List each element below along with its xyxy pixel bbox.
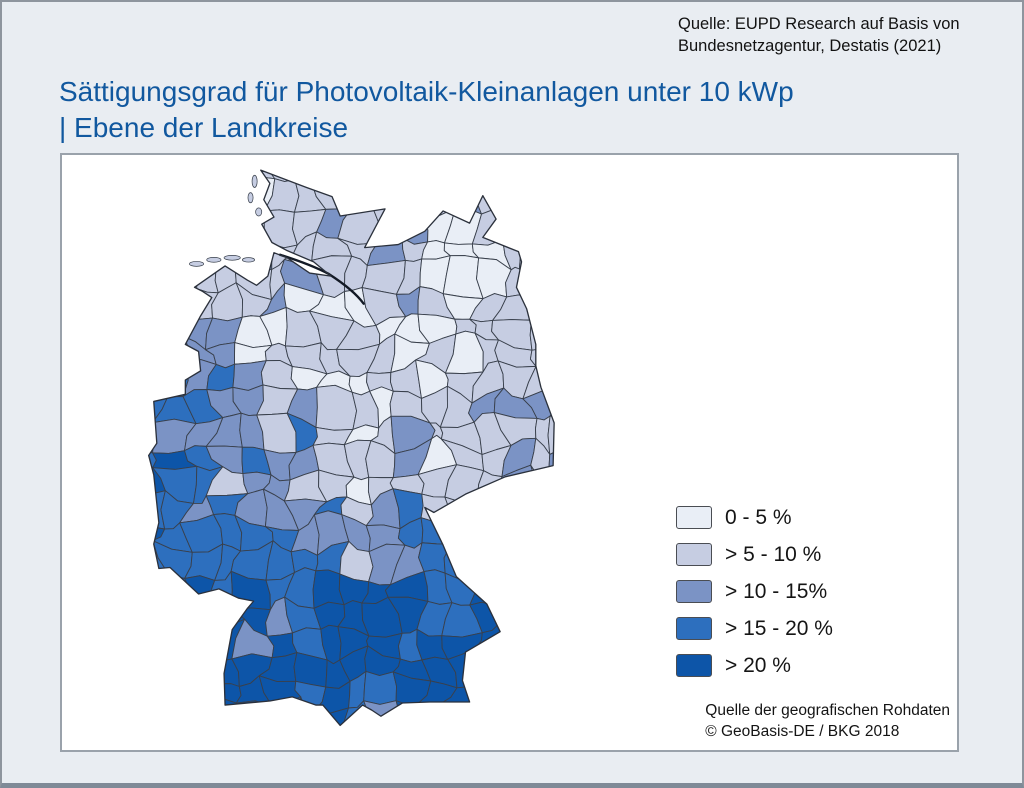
legend-item: > 10 - 15% [676,580,833,603]
data-source-line1: Quelle: EUPD Research auf Basis von [678,15,960,33]
map-panel: 0 - 5 % > 5 - 10 % > 10 - 15% > 15 - 20 … [60,153,959,752]
district-cells [148,170,555,726]
legend-swatch [676,543,712,566]
legend-swatch [676,654,712,677]
legend-item: > 5 - 10 % [676,543,833,566]
legend-label: > 15 - 20 % [725,616,833,640]
legend-swatch [676,617,712,640]
legend-label: > 5 - 10 % [725,542,822,566]
geo-data-source-note: Quelle der geografischen Rohdaten © GeoB… [705,701,950,742]
coastal-islands [189,174,263,267]
germany-choropleth-map [147,169,555,727]
data-source-line2: Bundesnetzagentur, Destatis (2021) [678,36,942,55]
legend-swatch [676,580,712,603]
germany-outline [147,169,555,727]
legend-swatch [676,506,712,529]
legend-item: 0 - 5 % [676,506,833,529]
legend-item: > 20 % [676,654,833,677]
data-source-note: Quelle: EUPD Research auf Basis von Bund… [678,14,960,58]
map-legend: 0 - 5 % > 5 - 10 % > 10 - 15% > 15 - 20 … [676,506,833,691]
legend-label: > 10 - 15% [725,579,828,603]
geo-source-line1: Quelle der geografischen Rohdaten [705,702,950,720]
geo-source-line2: © GeoBasis-DE / BKG 2018 [705,722,900,740]
page-title-line1: Sättigungsgrad für Photovoltaik-Kleinanl… [59,76,794,107]
legend-label: 0 - 5 % [725,505,792,529]
legend-label: > 20 % [725,653,791,677]
page-title-line2: | Ebene der Landkreise [59,112,349,144]
legend-item: > 15 - 20 % [676,617,833,640]
page-title: Sättigungsgrad für Photovoltaik-Kleinanl… [59,74,794,147]
